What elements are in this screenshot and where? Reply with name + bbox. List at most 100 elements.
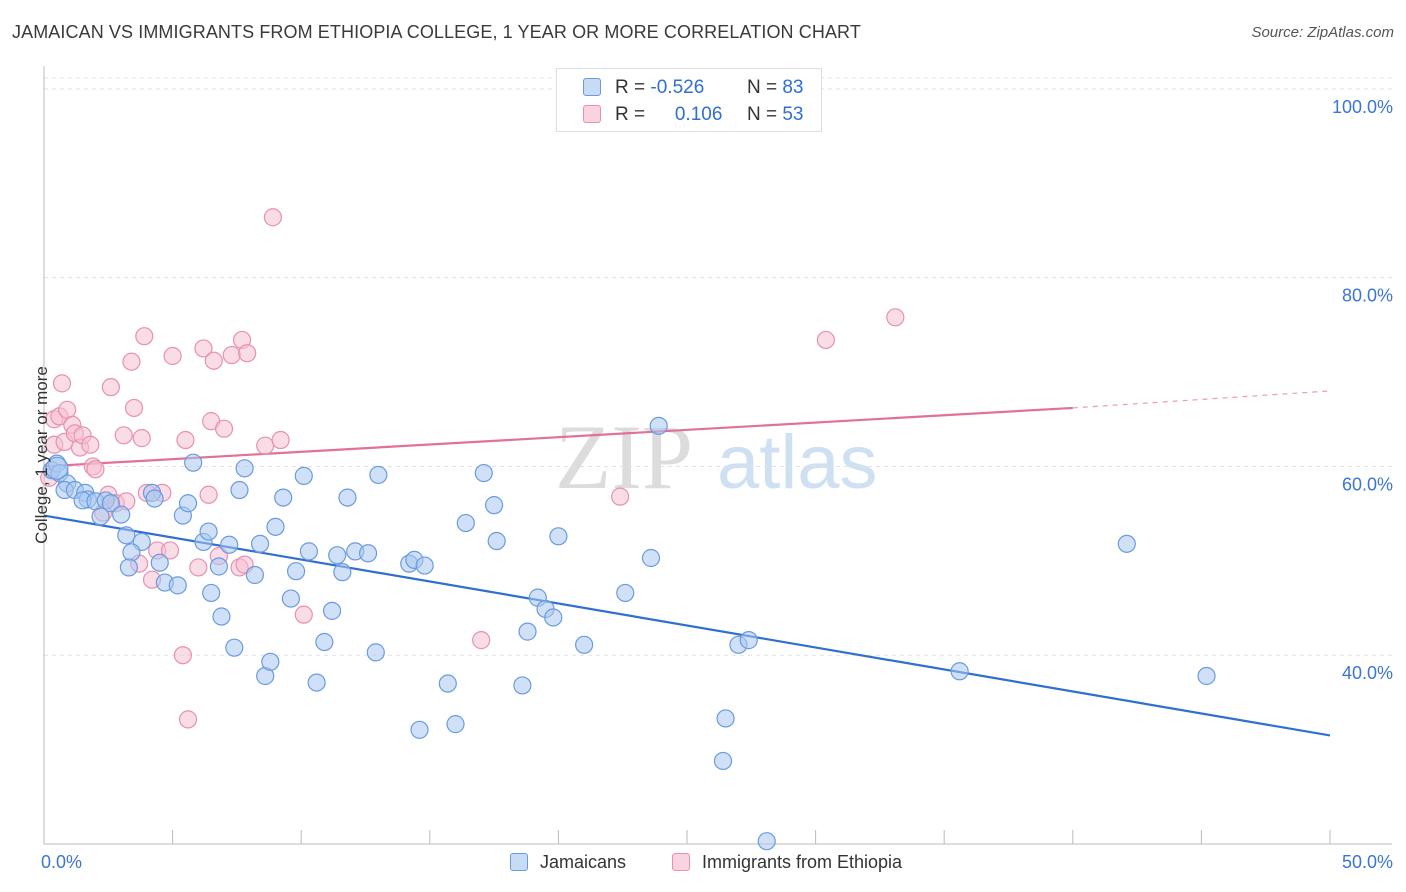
point-ethiopia: [176, 430, 195, 450]
point-jamaicans: [315, 632, 334, 652]
point-jamaicans: [518, 622, 537, 641]
x-tick-label-max: 50.0%: [1342, 852, 1393, 872]
point-jamaicans: [91, 507, 110, 526]
point-ethiopia: [199, 485, 218, 504]
point-jamaicans-cluster: [45, 456, 69, 480]
point-ethiopia: [122, 352, 141, 371]
point-jamaicans: [950, 662, 969, 681]
point-jamaicans: [366, 643, 385, 662]
trendline-ethiopia-extension: [1072, 390, 1331, 409]
point-jamaicans: [117, 526, 136, 545]
point-jamaicans: [220, 535, 239, 554]
point-jamaicans: [438, 674, 457, 693]
point-jamaicans: [202, 583, 221, 603]
watermark-atlas: atlas: [717, 420, 878, 505]
point-ethiopia: [163, 346, 182, 366]
point-jamaicans: [322, 601, 342, 620]
point-jamaicans: [122, 543, 141, 562]
trendline-ethiopia: [43, 406, 1073, 468]
point-jamaicans: [358, 544, 378, 563]
point-ethiopia: [178, 710, 198, 729]
point-jamaicans: [119, 558, 138, 577]
point-jamaicans: [178, 494, 198, 513]
bottom-legend-swatch-jamaicans: [510, 853, 528, 871]
bottom-legend-swatch-ethiopia: [672, 853, 690, 871]
point-jamaicans: [641, 548, 661, 568]
point-jamaicans: [549, 527, 568, 546]
point-ethiopia: [256, 436, 275, 455]
point-ethiopia: [238, 344, 257, 363]
y-tick-label: 60.0%: [1342, 474, 1393, 494]
point-jamaicans: [544, 608, 563, 627]
point-ethiopia: [114, 426, 133, 445]
chart-title: JAMAICAN VS IMMIGRANTS FROM ETHIOPIA COL…: [12, 22, 861, 42]
legend-r-label: R =: [615, 104, 646, 125]
legend-r-label: R =: [615, 77, 646, 98]
legend-r-value: 0.106: [674, 104, 723, 125]
point-jamaicans: [150, 553, 169, 572]
point-jamaicans: [487, 531, 506, 551]
y-tick-label: 100.0%: [1332, 97, 1393, 117]
point-ethiopia: [124, 398, 144, 418]
y-tick-label: 40.0%: [1342, 663, 1393, 683]
point-jamaicans: [261, 652, 280, 671]
point-jamaicans: [1117, 534, 1136, 553]
point-jamaicans: [446, 715, 465, 734]
point-jamaicans: [245, 565, 265, 585]
point-jamaicans: [294, 466, 313, 485]
point-jamaicans: [716, 709, 735, 728]
point-jamaicans: [235, 459, 254, 478]
legend-n-value: 83: [782, 77, 804, 98]
legend-swatch-ethiopia: [583, 105, 601, 123]
point-jamaicans: [184, 453, 203, 472]
source-credit: Source: ZipAtlas.com: [1251, 24, 1394, 41]
y-axis-label: College, 1 year or more: [32, 366, 51, 544]
point-ethiopia: [294, 605, 313, 624]
point-jamaicans: [212, 607, 231, 626]
point-jamaicans: [513, 676, 532, 695]
legend-n-label: N =: [746, 77, 778, 98]
bottom-legend-label-ethiopia: Immigrants from Ethiopia: [702, 852, 903, 872]
point-jamaicans: [328, 546, 347, 565]
legend-n-label: N =: [746, 104, 778, 125]
point-ethiopia: [86, 460, 105, 479]
x-tick-label-min: 0.0%: [41, 852, 82, 872]
point-ethiopia: [214, 419, 234, 438]
point-jamaicans: [225, 638, 244, 657]
point-ethiopia: [173, 646, 192, 665]
point-jamaicans: [299, 542, 319, 561]
point-jamaicans: [230, 480, 249, 500]
axes: [43, 66, 1392, 845]
point-jamaicans: [112, 505, 131, 524]
point-ethiopia: [271, 430, 290, 450]
point-ethiopia: [194, 339, 213, 358]
point-jamaicans: [101, 494, 120, 513]
point-ethiopia: [101, 378, 120, 397]
point-ethiopia: [816, 330, 835, 350]
bottom-legend-ethiopia: Immigrants from Ethiopia: [672, 852, 902, 873]
point-jamaicans: [209, 557, 228, 576]
legend-swatch-jamaicans: [583, 78, 601, 96]
point-ethiopia: [52, 374, 72, 393]
point-jamaicans: [649, 416, 668, 435]
point-jamaicans: [485, 496, 504, 515]
data-points: [40, 208, 1216, 851]
point-ethiopia: [58, 400, 77, 419]
point-jamaicans: [338, 488, 357, 507]
bottom-legend-label-jamaicans: Jamaicans: [540, 852, 627, 872]
point-jamaicans: [168, 576, 187, 595]
point-jamaicans: [145, 489, 164, 508]
point-ethiopia: [135, 327, 154, 346]
point-ethiopia: [132, 429, 151, 448]
point-jamaicans: [739, 631, 758, 650]
point-jamaicans: [757, 832, 776, 851]
point-jamaicans: [616, 583, 635, 603]
point-jamaicans: [575, 635, 594, 654]
point-ethiopia: [611, 487, 630, 506]
point-ethiopia: [263, 208, 283, 227]
point-jamaicans: [274, 488, 293, 507]
y-tick-label: 80.0%: [1342, 286, 1393, 306]
point-ethiopia: [160, 541, 180, 560]
point-ethiopia: [472, 631, 491, 650]
